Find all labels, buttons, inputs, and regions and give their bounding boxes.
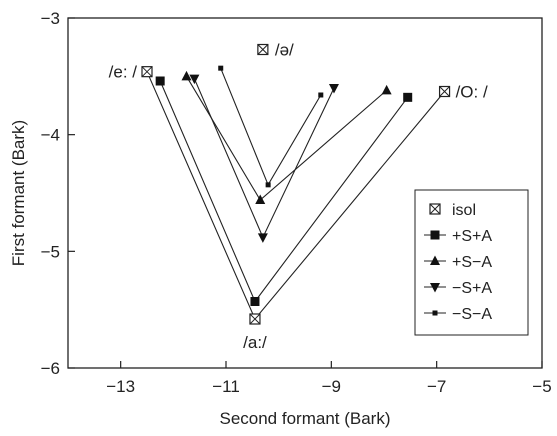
legend-marker (429, 203, 441, 215)
data-point-s3-1-shape (181, 70, 192, 81)
data-point-s4-3 (328, 84, 339, 94)
data-point-s3-2 (255, 194, 266, 204)
data-point-s2-2-shape (250, 297, 260, 306)
legend-marker (430, 230, 440, 240)
series-line-4 (193, 78, 335, 239)
data-point-s2-1 (155, 76, 165, 86)
annotation-layer: /ə/ /e: / /O: / /a:/ (109, 41, 488, 353)
legend-marker-shape (430, 255, 440, 265)
y-tick-label: −3 (41, 9, 60, 28)
data-point-s4-3-shape (328, 84, 339, 94)
data-point-s5-1 (218, 65, 224, 71)
legend-label: −S−A (452, 306, 492, 323)
y-axis-title: First formant (Bark) (9, 120, 28, 266)
y-tick-label: −5 (41, 242, 60, 261)
data-point-s2-2 (250, 297, 260, 306)
plot-frame (67, 17, 543, 369)
data-point-s3-3-shape (381, 84, 392, 95)
data-point-s1-2-cross-b (249, 313, 261, 325)
series-line-3 (186, 76, 387, 201)
x-tick-label: −13 (106, 377, 135, 396)
schwa-point-cross-b (257, 44, 269, 55)
data-point-s1-3-cross-b (439, 86, 450, 97)
data-point-s1-1-cross-b (141, 66, 153, 78)
legend-item: −S−A (424, 306, 492, 323)
y-tick-label: −4 (41, 126, 60, 145)
data-point-s5-2-shape (265, 182, 271, 188)
legend-item: +S−A (424, 254, 492, 271)
series-line-2 (159, 80, 409, 303)
data-point-s1-2 (249, 313, 261, 325)
data-point-s2-3 (403, 92, 413, 102)
data-point-s3-3 (381, 84, 392, 95)
series-line-5 (220, 67, 322, 187)
legend-label: +S+A (452, 228, 492, 245)
legend-marker-shape (430, 230, 440, 240)
data-point-s4-2 (257, 233, 268, 243)
legend-item: −S+A (424, 280, 492, 297)
legend-label: −S+A (452, 280, 492, 297)
legend-label: isol (452, 202, 476, 219)
legend-marker-shape (430, 283, 440, 293)
y-tick-label: −6 (41, 359, 60, 378)
series-line-1 (146, 71, 446, 321)
data-point-s1-3 (438, 85, 451, 98)
axis-ticks: −13 −11 −9 −7 −5 −6 −5 −4 −3 (41, 9, 552, 396)
legend-item: +S+A (424, 228, 492, 245)
legend-label: +S−A (452, 254, 492, 271)
data-point-s3-2-shape (255, 194, 266, 204)
x-tick-label: −9 (322, 377, 341, 396)
annotation-schwa: /ə/ (275, 41, 294, 60)
annotation-a: /a:/ (243, 333, 267, 352)
legend-marker-shape (432, 310, 438, 316)
x-tick-label: −5 (532, 377, 551, 396)
x-tick-label: −11 (212, 377, 240, 396)
data-point-s2-3-shape (403, 92, 413, 102)
legend-item: isol (429, 202, 476, 219)
x-tick-label: −7 (427, 377, 446, 396)
data-point-s4-1-shape (189, 74, 200, 85)
data-point-s5-3 (318, 92, 324, 98)
annotation-e: /e: / (109, 63, 138, 82)
series-layer (141, 65, 451, 325)
x-axis-title: Second formant (Bark) (219, 409, 390, 428)
data-point-s5-2 (265, 182, 271, 188)
data-point-s5-3-shape (318, 92, 324, 98)
legend: isol +S+A +S−A −S+A −S−A (414, 189, 529, 336)
data-point-s4-2-shape (257, 233, 268, 243)
data-point-s4-1 (189, 74, 200, 85)
data-point-s2-1-shape (155, 76, 165, 86)
legend-marker (430, 283, 440, 293)
data-point-s5-1-shape (218, 65, 224, 71)
legend-marker (432, 310, 438, 316)
annotation-o: /O: / (456, 83, 488, 102)
data-point-s3-1 (181, 70, 192, 81)
legend-marker (430, 255, 440, 265)
legend-marker-cross-b (429, 203, 441, 215)
data-point-s1-1 (141, 66, 153, 78)
schwa-point (257, 43, 269, 56)
